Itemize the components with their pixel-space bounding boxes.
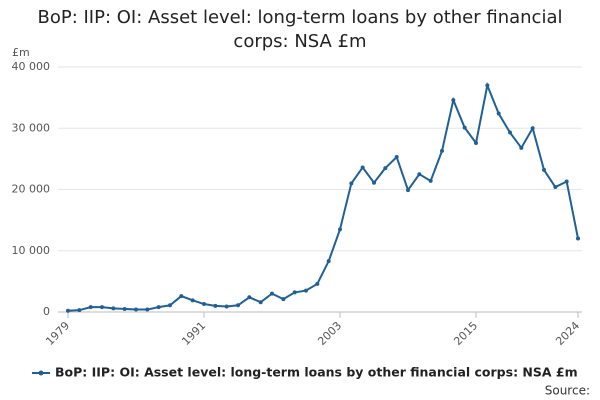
point bbox=[360, 165, 365, 170]
point bbox=[213, 303, 218, 308]
point bbox=[530, 126, 535, 131]
point bbox=[270, 291, 274, 296]
point bbox=[122, 306, 127, 311]
point bbox=[542, 167, 546, 172]
point bbox=[576, 236, 580, 241]
chart-title: BoP: IIP: OI: Asset level: long-term loa… bbox=[37, 7, 563, 52]
point bbox=[145, 307, 150, 312]
point bbox=[304, 288, 308, 293]
point bbox=[474, 140, 478, 145]
legend-marker bbox=[38, 370, 44, 376]
point bbox=[372, 180, 376, 185]
point bbox=[281, 297, 286, 302]
point bbox=[553, 185, 558, 190]
point bbox=[247, 295, 252, 300]
x-tick-label: 1979 bbox=[43, 319, 72, 348]
point bbox=[179, 294, 184, 299]
point bbox=[190, 298, 195, 303]
point bbox=[451, 98, 456, 103]
point bbox=[202, 302, 206, 307]
point bbox=[88, 305, 93, 310]
point bbox=[417, 172, 422, 177]
point bbox=[564, 179, 569, 184]
point bbox=[349, 181, 354, 186]
point bbox=[462, 125, 467, 130]
series-line bbox=[67, 81, 579, 312]
point bbox=[134, 307, 138, 312]
point bbox=[66, 308, 70, 313]
point bbox=[508, 130, 512, 135]
y-tick-label: 30 000 bbox=[12, 121, 51, 134]
point bbox=[168, 303, 172, 308]
point bbox=[406, 188, 410, 193]
x-tick-label: 2024 bbox=[553, 319, 582, 348]
legend-label: BoP: IIP: OI: Asset level: long-term loa… bbox=[55, 365, 578, 380]
point bbox=[338, 227, 342, 232]
point bbox=[111, 306, 116, 311]
point bbox=[428, 178, 433, 183]
x-tick-label: 2015 bbox=[451, 319, 480, 348]
point bbox=[519, 145, 524, 150]
point bbox=[292, 290, 297, 295]
point bbox=[77, 308, 82, 313]
y-tick-label: 0 bbox=[43, 305, 50, 318]
y-tick-label: 40 000 bbox=[12, 60, 51, 73]
source: Source: bbox=[545, 384, 590, 398]
point bbox=[100, 305, 104, 310]
point bbox=[224, 304, 229, 309]
y-tick-label: 10 000 bbox=[12, 244, 51, 257]
point bbox=[496, 111, 501, 116]
point bbox=[394, 155, 399, 160]
point bbox=[383, 166, 388, 171]
point bbox=[156, 305, 161, 310]
y-unit: £m bbox=[12, 46, 30, 59]
point bbox=[315, 281, 320, 286]
x-tick-label: 2003 bbox=[315, 319, 344, 348]
point bbox=[440, 148, 444, 153]
point bbox=[326, 259, 331, 264]
x-tick-label: 1991 bbox=[179, 319, 208, 348]
point bbox=[258, 300, 263, 305]
point bbox=[485, 83, 490, 88]
y-tick-label: 20 000 bbox=[12, 183, 51, 196]
point bbox=[236, 303, 240, 308]
